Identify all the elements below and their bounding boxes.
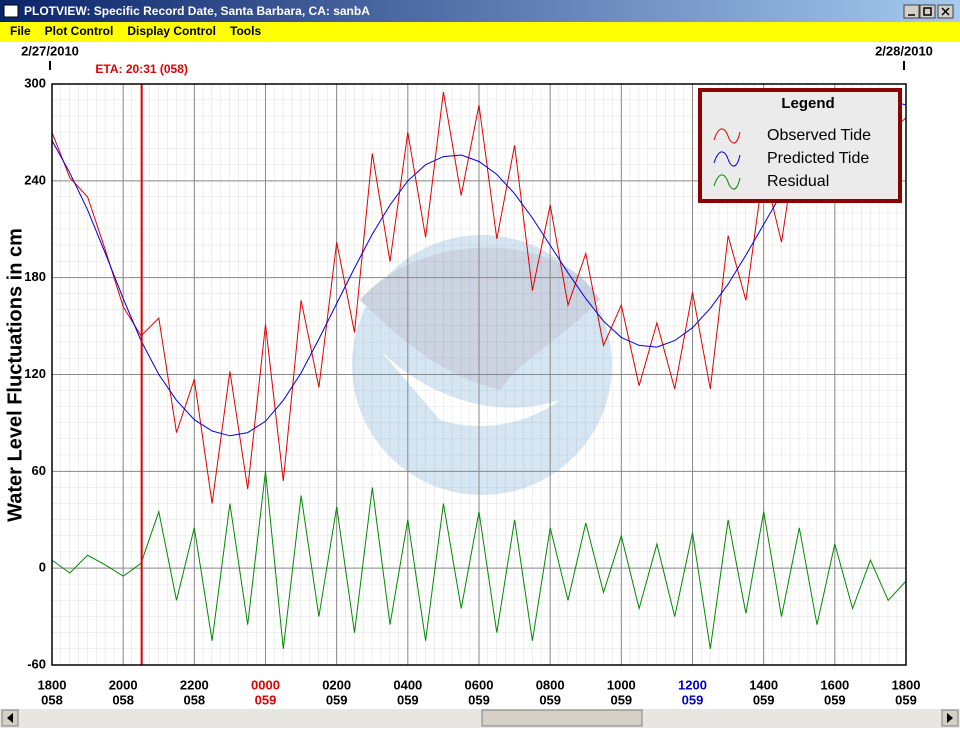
- window-buttons[interactable]: [903, 4, 954, 19]
- app-icon: [3, 4, 19, 18]
- x-tick-day: 058: [112, 692, 134, 707]
- x-tick-label: 1400: [749, 677, 778, 692]
- legend: Legend Observed Tide Predicted Tide Residu…: [698, 88, 902, 203]
- x-tick-label: 1200: [678, 677, 707, 692]
- menu-item[interactable]: Tools: [230, 24, 261, 38]
- x-tick-label: 0000: [251, 677, 280, 692]
- x-tick-label: 1000: [607, 677, 636, 692]
- x-tick-label: 0200: [322, 677, 351, 692]
- x-tick-day: 059: [255, 692, 277, 707]
- x-tick-day: 059: [895, 692, 917, 707]
- x-tick-day: 059: [397, 692, 419, 707]
- scrollbar[interactable]: [0, 709, 960, 728]
- x-tick-day: 058: [183, 692, 205, 707]
- x-tick-label: 2000: [109, 677, 138, 692]
- x-tick-day: 059: [539, 692, 561, 707]
- eta-label: ETA: 20:31 (058): [95, 62, 187, 76]
- start-date: 2/27/2010: [21, 43, 79, 58]
- menu-item[interactable]: File: [10, 24, 31, 38]
- x-tick-day: 059: [682, 692, 704, 707]
- x-tick-day: 059: [824, 692, 846, 707]
- title-bar: [0, 0, 960, 22]
- legend-label: Observed Tide: [767, 127, 871, 144]
- maximize-button[interactable]: [919, 4, 936, 19]
- x-tick-label: 1800: [892, 677, 921, 692]
- x-tick-day: 058: [41, 692, 63, 707]
- y-axis-label: Water Level Fluctuations in cm: [4, 228, 26, 522]
- legend-swatch: [713, 128, 741, 144]
- watermark-logo: [352, 235, 612, 495]
- y-tick-label: 120: [24, 366, 46, 381]
- legend-label: Residual: [767, 173, 829, 190]
- menu-item[interactable]: Plot Control: [45, 24, 114, 38]
- x-tick-label: 1600: [820, 677, 849, 692]
- plot-frame: [51, 83, 907, 666]
- end-date: 2/28/2010: [875, 43, 933, 58]
- x-tick-day: 059: [610, 692, 632, 707]
- menu-item[interactable]: Display Control: [127, 24, 216, 38]
- series-line: [51, 99, 907, 437]
- x-tick-day: 059: [753, 692, 775, 707]
- x-tick-label: 0800: [536, 677, 565, 692]
- y-tick-label: 180: [24, 269, 46, 284]
- y-tick-label: 60: [32, 463, 46, 478]
- y-tick-label: -60: [27, 656, 46, 671]
- x-tick-label: 1800: [38, 677, 67, 692]
- x-tick-label: 0600: [465, 677, 494, 692]
- y-tick-label: 300: [24, 75, 46, 90]
- x-tick-day: 059: [326, 692, 348, 707]
- y-tick-label: 240: [24, 172, 46, 187]
- series-line: [51, 471, 907, 649]
- scroll-thumb[interactable]: [481, 709, 643, 727]
- legend-swatch: [713, 174, 741, 190]
- legend-swatch: [713, 151, 741, 167]
- x-tick-label: 2200: [180, 677, 209, 692]
- x-tick-day: 059: [468, 692, 490, 707]
- menu-bar: [0, 22, 960, 42]
- x-tick-label: 0400: [393, 677, 422, 692]
- legend-title: Legend: [781, 95, 834, 112]
- window-title: PLOTVIEW: Specific Record Date, Santa Ba…: [24, 4, 370, 18]
- minimize-button[interactable]: [903, 4, 920, 19]
- legend-label: Predicted Tide: [767, 150, 869, 167]
- y-tick-label: 0: [39, 560, 46, 575]
